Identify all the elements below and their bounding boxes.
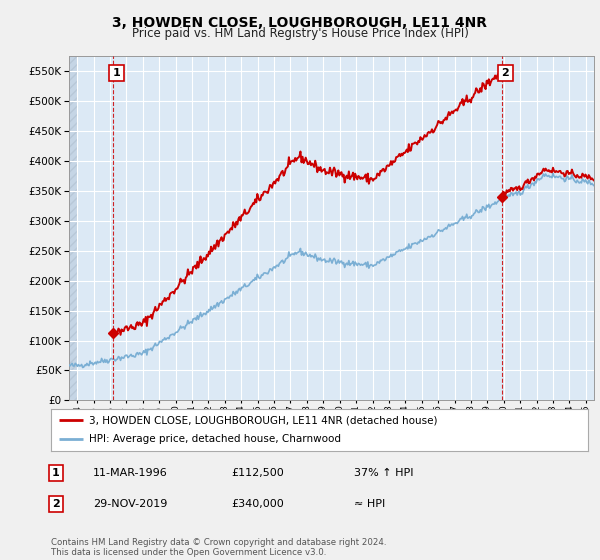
Text: £340,000: £340,000 xyxy=(231,499,284,509)
Bar xyxy=(69,56,77,400)
Text: 2: 2 xyxy=(502,68,509,78)
Text: 2: 2 xyxy=(52,499,59,509)
Text: 29-NOV-2019: 29-NOV-2019 xyxy=(93,499,167,509)
Text: 11-MAR-1996: 11-MAR-1996 xyxy=(93,468,168,478)
Text: 1: 1 xyxy=(113,68,121,78)
Text: HPI: Average price, detached house, Charnwood: HPI: Average price, detached house, Char… xyxy=(89,435,341,445)
Text: 3, HOWDEN CLOSE, LOUGHBOROUGH, LE11 4NR: 3, HOWDEN CLOSE, LOUGHBOROUGH, LE11 4NR xyxy=(113,16,487,30)
Text: 1: 1 xyxy=(52,468,59,478)
Text: 37% ↑ HPI: 37% ↑ HPI xyxy=(354,468,413,478)
Text: ≈ HPI: ≈ HPI xyxy=(354,499,385,509)
Text: Contains HM Land Registry data © Crown copyright and database right 2024.
This d: Contains HM Land Registry data © Crown c… xyxy=(51,538,386,557)
Text: Price paid vs. HM Land Registry's House Price Index (HPI): Price paid vs. HM Land Registry's House … xyxy=(131,27,469,40)
Text: £112,500: £112,500 xyxy=(231,468,284,478)
Text: 3, HOWDEN CLOSE, LOUGHBOROUGH, LE11 4NR (detached house): 3, HOWDEN CLOSE, LOUGHBOROUGH, LE11 4NR … xyxy=(89,415,437,425)
